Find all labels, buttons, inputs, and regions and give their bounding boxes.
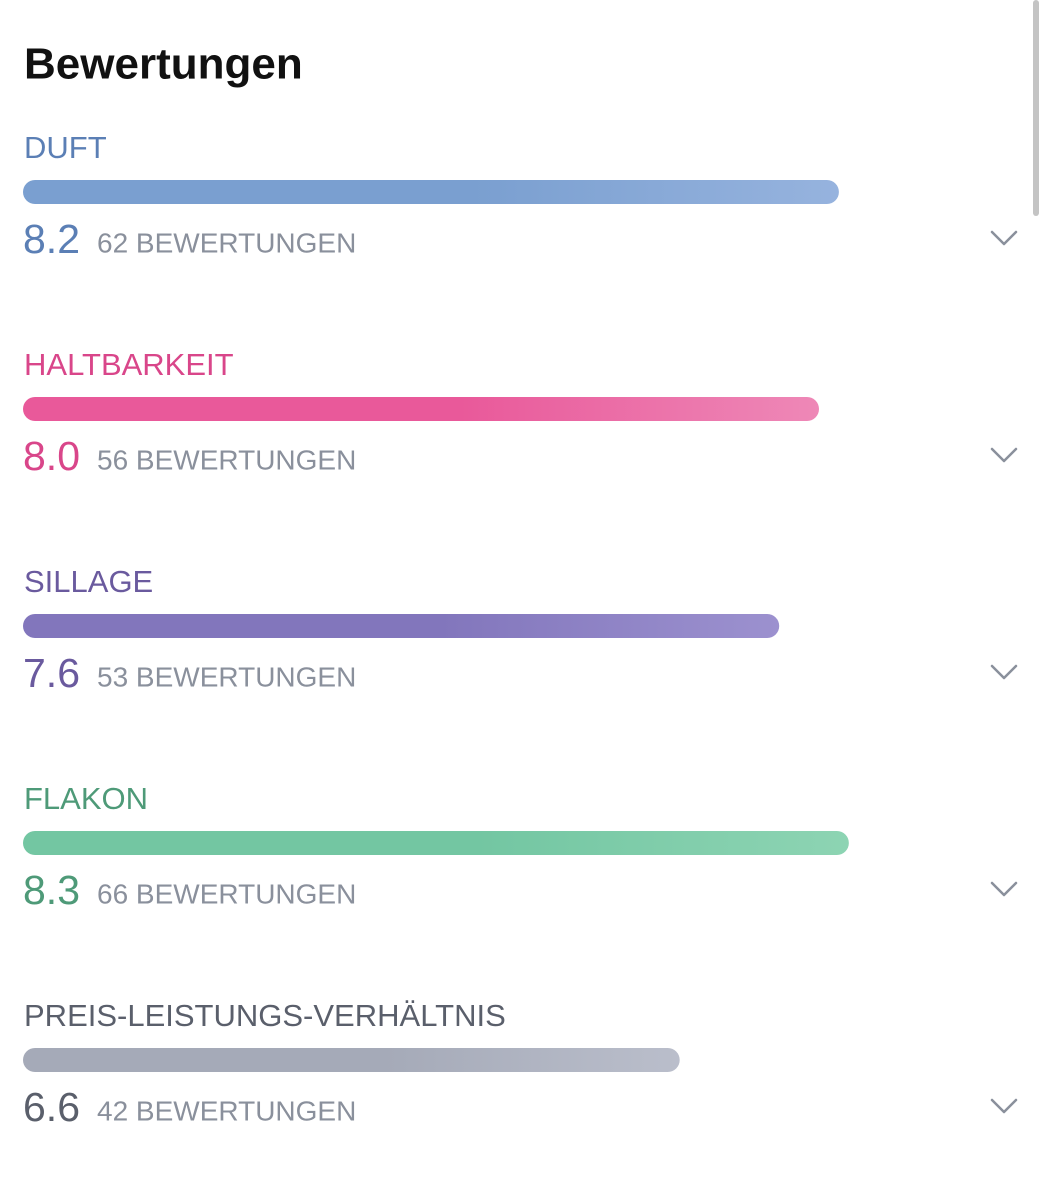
rating-count: 62 BEWERTUNGEN — [97, 227, 356, 258]
rating-score: 7.6 — [23, 650, 80, 696]
rating-bar — [23, 614, 780, 638]
rating-score: 6.6 — [23, 1084, 80, 1130]
rating-bar — [23, 180, 839, 204]
rating-label: DUFT — [24, 130, 107, 165]
rating-score: 8.2 — [23, 216, 80, 262]
rating-bar — [23, 1048, 680, 1072]
expand-chevron[interactable] — [990, 881, 1018, 897]
rating-count: 66 BEWERTUNGEN — [97, 878, 356, 909]
rating-count: 56 BEWERTUNGEN — [97, 444, 356, 475]
rating-count: 53 BEWERTUNGEN — [97, 661, 356, 692]
rating-bar — [23, 831, 849, 855]
rating-label: SILLAGE — [24, 564, 153, 599]
rating-bar — [23, 397, 819, 421]
expand-chevron[interactable] — [990, 447, 1018, 463]
rating-label: PREIS-LEISTUNGS-VERHÄLTNIS — [24, 998, 506, 1033]
rating-label: HALTBARKEIT — [24, 347, 234, 382]
rating-score: 8.3 — [23, 867, 80, 913]
title: Bewertungen — [24, 40, 303, 89]
expand-chevron[interactable] — [990, 664, 1018, 680]
rating-label: FLAKON — [24, 781, 148, 816]
expand-chevron[interactable] — [990, 1098, 1018, 1114]
rating-score: 8.0 — [23, 433, 80, 479]
expand-chevron[interactable] — [990, 230, 1018, 246]
rating-count: 42 BEWERTUNGEN — [97, 1095, 356, 1126]
scrollbar — [1033, 0, 1039, 216]
